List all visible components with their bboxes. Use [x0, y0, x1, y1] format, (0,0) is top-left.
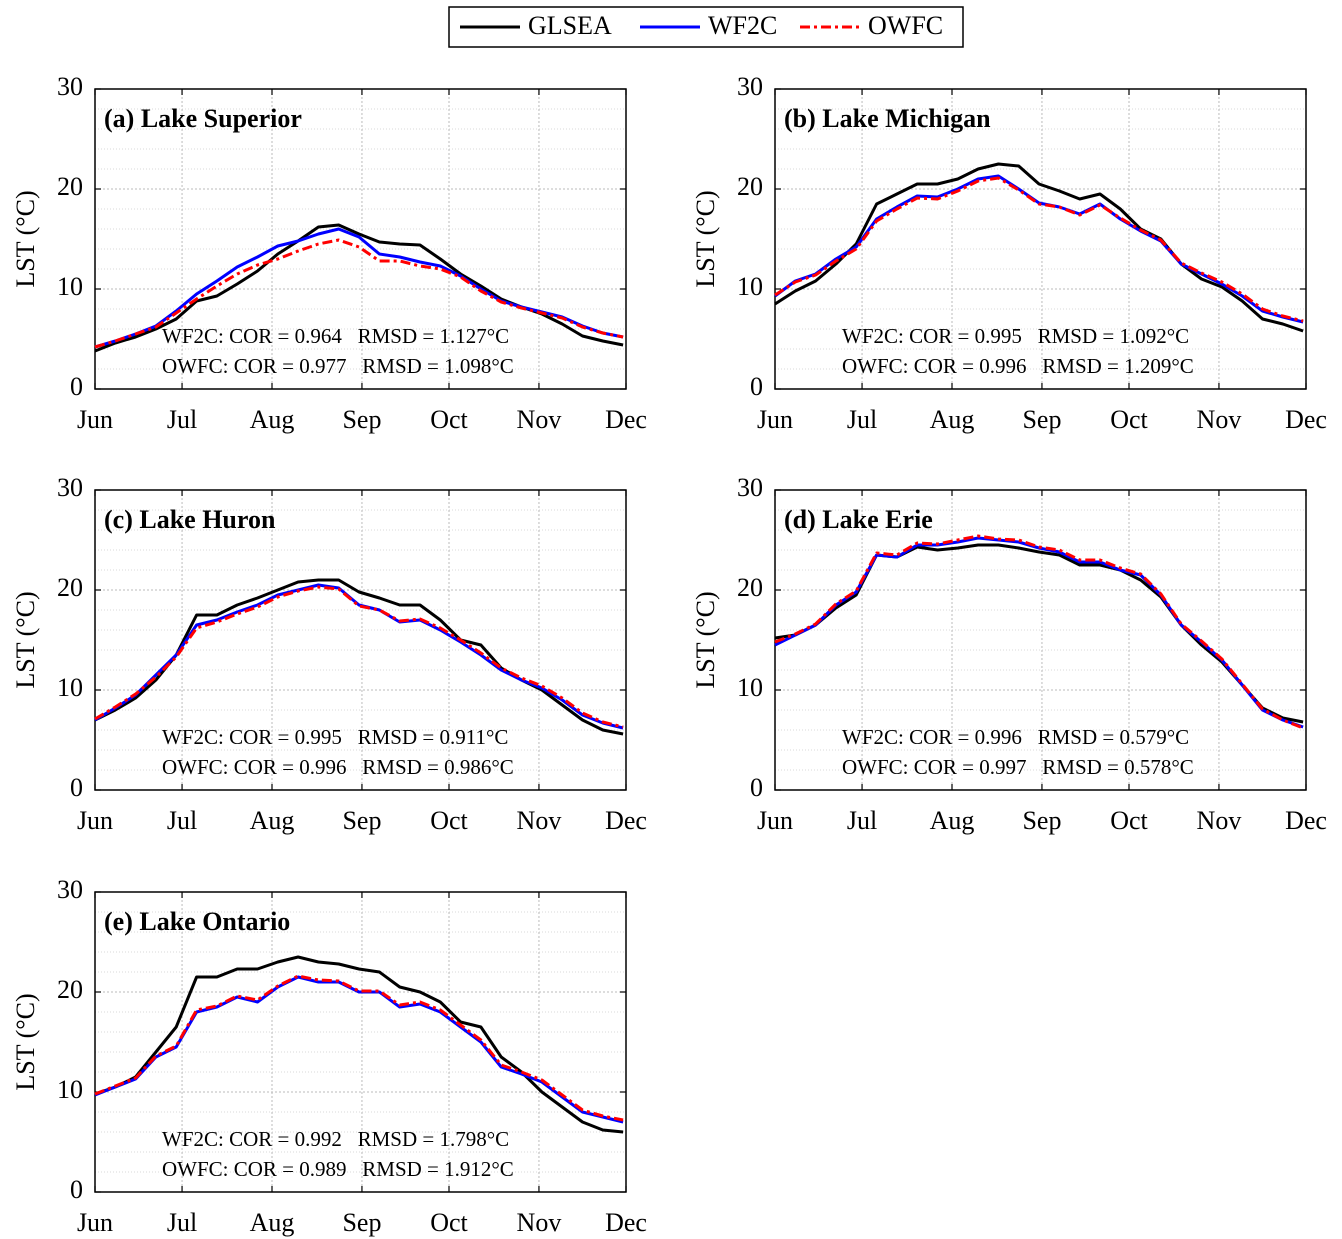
y-tick-label: 20	[737, 172, 763, 201]
x-tick-label: Sep	[342, 1208, 381, 1237]
x-tick-label: Aug	[250, 405, 295, 434]
x-tick-label: Jun	[77, 806, 113, 835]
stats-annotation: WF2C: COR = 0.995 RMSD = 1.092°C	[842, 324, 1189, 348]
plot-frame	[774, 88, 1307, 390]
y-tick-label: 30	[737, 72, 763, 101]
x-tick-label: Oct	[430, 405, 468, 434]
x-tick-label: Oct	[1110, 806, 1148, 835]
series-line	[94, 585, 624, 729]
panel-title: (e) Lake Ontario	[104, 907, 290, 936]
y-axis-label: LST (°C)	[691, 591, 720, 688]
y-tick-label: 20	[57, 573, 83, 602]
stats-annotation: WF2C: COR = 0.996 RMSD = 0.579°C	[842, 725, 1189, 749]
x-tick-label: Sep	[1022, 405, 1061, 434]
x-tick-label: Jun	[77, 1208, 113, 1237]
series-line	[94, 583, 624, 730]
y-tick-label: 0	[750, 773, 763, 802]
x-tick-label: Sep	[342, 405, 381, 434]
y-tick-label: 20	[57, 975, 83, 1004]
y-tick-label: 10	[737, 673, 763, 702]
x-tick-label: Nov	[1197, 405, 1242, 434]
x-tick-label: Nov	[517, 405, 562, 434]
y-axis-label: LST (°C)	[11, 993, 40, 1090]
stats-annotation: OWFC: COR = 0.996 RMSD = 1.209°C	[842, 354, 1194, 378]
x-tick-label: Jul	[167, 405, 197, 434]
y-tick-label: 10	[57, 1075, 83, 1104]
y-tick-label: 10	[737, 272, 763, 301]
series-line	[94, 974, 624, 1122]
y-tick-label: 30	[737, 473, 763, 502]
legend-label: OWFC	[868, 11, 943, 40]
x-tick-label: Aug	[250, 1208, 295, 1237]
x-tick-label: Jul	[847, 405, 877, 434]
stats-annotation: WF2C: COR = 0.964 RMSD = 1.127°C	[162, 324, 509, 348]
panel-title: (a) Lake Superior	[104, 104, 302, 133]
series-line	[774, 534, 1304, 730]
plot-frame	[94, 891, 627, 1193]
stats-annotation: OWFC: COR = 0.989 RMSD = 1.912°C	[162, 1157, 514, 1181]
series-line	[774, 176, 1304, 323]
series-line	[774, 543, 1304, 724]
x-tick-label: Jun	[757, 806, 793, 835]
series-line	[94, 227, 624, 349]
legend-label: GLSEA	[528, 11, 612, 40]
x-tick-label: Nov	[517, 806, 562, 835]
legend-box	[448, 6, 964, 48]
plot-frame	[774, 489, 1307, 791]
plot-frame	[94, 88, 627, 390]
y-axis-label: LST (°C)	[11, 591, 40, 688]
x-tick-label: Aug	[930, 806, 975, 835]
stats-annotation: WF2C: COR = 0.995 RMSD = 0.911°C	[162, 725, 508, 749]
x-tick-label: Sep	[1022, 806, 1061, 835]
x-tick-label: Nov	[1197, 806, 1242, 835]
x-tick-label: Sep	[342, 806, 381, 835]
y-tick-label: 30	[57, 875, 83, 904]
x-tick-label: Jul	[847, 806, 877, 835]
x-tick-label: Jun	[77, 405, 113, 434]
y-axis-label: LST (°C)	[11, 190, 40, 287]
y-axis-label: LST (°C)	[691, 190, 720, 287]
y-tick-label: 0	[70, 1175, 83, 1204]
x-tick-label: Jul	[167, 806, 197, 835]
x-tick-label: Dec	[605, 806, 647, 835]
stats-annotation: OWFC: COR = 0.996 RMSD = 0.986°C	[162, 755, 514, 779]
stats-annotation: OWFC: COR = 0.997 RMSD = 0.578°C	[842, 755, 1194, 779]
y-tick-label: 30	[57, 473, 83, 502]
panel-title: (c) Lake Huron	[104, 505, 276, 534]
series-line	[774, 536, 1304, 729]
plot-frame	[94, 489, 627, 791]
y-tick-label: 20	[737, 573, 763, 602]
x-tick-label: Dec	[1285, 806, 1327, 835]
x-tick-label: Aug	[930, 405, 975, 434]
y-tick-label: 10	[57, 673, 83, 702]
series-line	[774, 162, 1304, 333]
x-tick-label: Jun	[757, 405, 793, 434]
y-tick-label: 0	[70, 372, 83, 401]
x-tick-label: Oct	[430, 1208, 468, 1237]
y-tick-label: 30	[57, 72, 83, 101]
x-tick-label: Oct	[1110, 405, 1148, 434]
x-tick-label: Jul	[167, 1208, 197, 1237]
x-tick-label: Nov	[517, 1208, 562, 1237]
series-line	[94, 955, 624, 1134]
legend-label: WF2C	[708, 11, 777, 40]
panel-title: (d) Lake Erie	[784, 505, 933, 534]
x-tick-label: Dec	[1285, 405, 1327, 434]
y-tick-label: 0	[70, 773, 83, 802]
y-tick-label: 0	[750, 372, 763, 401]
x-tick-label: Aug	[250, 806, 295, 835]
y-tick-label: 10	[57, 272, 83, 301]
y-tick-label: 20	[57, 172, 83, 201]
x-tick-label: Dec	[605, 1208, 647, 1237]
x-tick-label: Dec	[605, 405, 647, 434]
stats-annotation: WF2C: COR = 0.992 RMSD = 1.798°C	[162, 1127, 509, 1151]
panel-title: (b) Lake Michigan	[784, 104, 991, 133]
series-line	[94, 975, 624, 1124]
x-tick-label: Oct	[430, 806, 468, 835]
stats-annotation: OWFC: COR = 0.977 RMSD = 1.098°C	[162, 354, 514, 378]
